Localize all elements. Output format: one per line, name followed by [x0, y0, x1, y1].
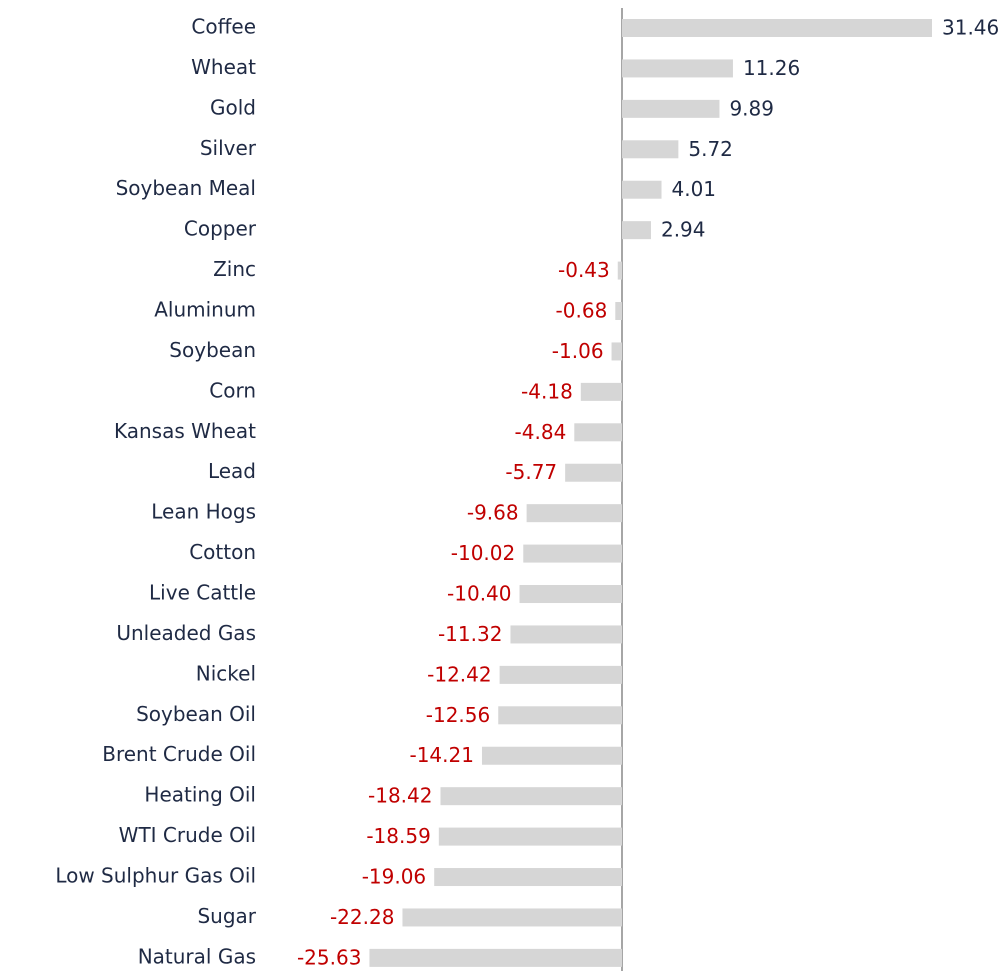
category-label: Low Sulphur Gas Oil	[55, 864, 256, 888]
category-label: Natural Gas	[138, 944, 256, 968]
value-label: -11.32	[438, 622, 502, 646]
bar	[438, 827, 622, 846]
category-label: Lean Hogs	[151, 500, 256, 524]
bar	[622, 99, 720, 118]
bar	[574, 423, 622, 442]
bar	[622, 19, 932, 37]
category-label: Sugar	[197, 904, 256, 928]
category-label: Nickel	[196, 661, 256, 685]
category-label: Lead	[208, 459, 256, 483]
bar	[580, 382, 622, 401]
category-label: Aluminum	[154, 298, 256, 322]
category-label: Soybean Oil	[136, 702, 256, 726]
bar	[510, 625, 622, 644]
bar	[499, 665, 622, 684]
category-label: Soybean	[169, 338, 256, 362]
bar	[481, 746, 622, 765]
value-label: -5.77	[505, 460, 557, 484]
bar	[617, 261, 622, 280]
category-label: Unleaded Gas	[116, 621, 256, 645]
bar	[434, 868, 622, 887]
bar	[402, 908, 622, 927]
value-label: -0.43	[558, 258, 610, 282]
category-label: Soybean Meal	[116, 176, 256, 200]
value-label: 31.46	[942, 16, 999, 40]
value-label: -19.06	[362, 865, 426, 889]
value-label: -12.56	[426, 703, 490, 727]
bar	[369, 948, 622, 967]
category-label: Wheat	[191, 55, 256, 79]
value-label: -14.21	[409, 743, 473, 767]
category-label: Gold	[210, 95, 256, 119]
bar	[622, 59, 733, 78]
bar	[622, 221, 651, 240]
value-label: -18.59	[366, 824, 430, 848]
value-label: -10.02	[451, 541, 515, 565]
bar	[440, 787, 622, 806]
category-label: Heating Oil	[144, 783, 256, 807]
bar	[622, 180, 662, 199]
bar	[523, 544, 622, 563]
value-label: 2.94	[661, 218, 706, 242]
value-label: 9.89	[729, 96, 774, 120]
category-label: Silver	[200, 136, 257, 160]
category-label: WTI Crude Oil	[119, 823, 256, 847]
category-label: Corn	[209, 378, 256, 402]
bar	[611, 342, 622, 361]
category-label: Copper	[184, 217, 257, 241]
value-label: 5.72	[688, 137, 733, 161]
bar	[615, 302, 622, 321]
category-label: Brent Crude Oil	[102, 742, 256, 766]
value-label: -22.28	[330, 905, 394, 929]
value-label: -18.42	[368, 784, 432, 808]
category-label: Cotton	[189, 540, 256, 564]
value-label: -1.06	[552, 339, 604, 363]
value-label: -10.40	[447, 582, 511, 606]
bar	[526, 504, 622, 523]
category-label: Live Cattle	[149, 581, 256, 605]
category-label: Coffee	[191, 15, 256, 39]
bar	[498, 706, 622, 725]
value-label: -0.68	[556, 299, 608, 323]
bar	[565, 463, 622, 482]
value-label: -25.63	[297, 945, 361, 969]
category-label: Kansas Wheat	[114, 419, 256, 443]
value-label: -4.84	[515, 420, 567, 444]
category-label: Zinc	[213, 257, 256, 281]
value-label: -4.18	[521, 379, 573, 403]
value-label: -12.42	[427, 662, 491, 686]
bar	[622, 140, 679, 159]
value-label: 11.26	[743, 56, 800, 80]
bar	[519, 585, 622, 604]
value-label: 4.01	[672, 177, 717, 201]
value-label: -9.68	[467, 501, 519, 525]
